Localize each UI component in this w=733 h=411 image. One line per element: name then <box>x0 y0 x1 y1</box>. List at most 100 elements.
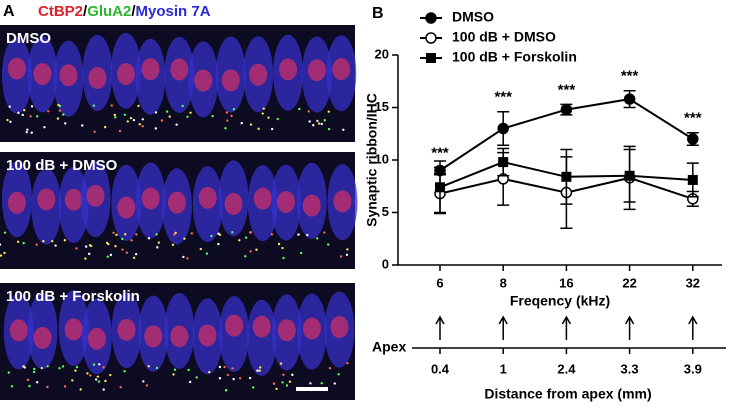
legend-label: 100 dB + Forskolin <box>452 49 577 65</box>
synapse-dot <box>102 366 105 369</box>
image-label: DMSO <box>6 30 51 47</box>
distance-label: 3.3 <box>621 361 639 376</box>
synapse-dot <box>156 246 159 249</box>
nucleus <box>116 62 135 85</box>
nucleus <box>252 315 271 338</box>
synapse-dot <box>307 110 310 113</box>
synapse-dot <box>218 377 222 380</box>
synapse-dot <box>22 241 25 245</box>
synapse-dot <box>92 363 96 366</box>
nucleus <box>277 319 296 342</box>
synapse-dot <box>346 361 349 365</box>
y-tick-label: 10 <box>375 151 389 166</box>
legend-marker <box>426 53 436 63</box>
nucleus <box>7 191 26 214</box>
synapse-dot <box>57 103 60 107</box>
micrograph: DMSO <box>0 25 357 142</box>
synapse-dot <box>3 251 6 255</box>
distance-label: 0.4 <box>431 361 450 376</box>
synapse-dot <box>327 110 331 113</box>
synapse-dot <box>0 243 2 246</box>
nucleus <box>307 59 326 82</box>
synapse-dot <box>130 239 133 242</box>
synapse-dot <box>225 111 229 114</box>
synapse-dot <box>56 117 60 120</box>
synapse-dot <box>121 248 124 251</box>
synapse-dot <box>244 236 248 239</box>
synapse-dot <box>86 372 89 375</box>
nucleus <box>253 187 272 210</box>
nucleus <box>198 186 217 209</box>
synapse-dot <box>155 233 158 236</box>
synapse-dot <box>172 373 175 376</box>
synapse-dot <box>175 123 178 126</box>
data-point <box>561 171 572 182</box>
synapse-dot <box>74 369 77 372</box>
nucleus <box>86 184 105 207</box>
synapse-dot <box>54 244 57 247</box>
x-axis-label: Freqency (kHz) <box>510 293 610 309</box>
synapse-dot <box>171 243 175 247</box>
synapse-dot <box>58 109 62 112</box>
scale-bar <box>296 387 328 391</box>
synapse-dot <box>226 119 229 122</box>
synapse-dot <box>121 237 124 241</box>
synapse-dot <box>51 240 54 243</box>
synapse-dot <box>240 121 243 125</box>
y-tick-label: 0 <box>382 256 389 271</box>
synapse-dot <box>42 239 45 243</box>
synapse-dot <box>81 124 84 127</box>
synapse-dot <box>181 104 184 108</box>
synapse-dot <box>141 118 144 121</box>
nucleus <box>64 318 83 341</box>
synapse-dot <box>186 115 189 119</box>
synapse-dot <box>102 388 105 391</box>
y-axis-label: Synaptic ribbon/IHC <box>364 93 380 227</box>
synapse-dot <box>183 237 186 240</box>
synapse-dot <box>345 253 349 257</box>
nucleus <box>302 194 321 217</box>
synapse-dot <box>94 378 98 381</box>
synapse-dot <box>110 104 113 107</box>
synapse-dot <box>309 382 312 385</box>
micrograph: 100 dB + DMSO <box>0 152 358 269</box>
data-point <box>497 122 509 135</box>
nucleus <box>224 192 243 215</box>
nucleus <box>9 319 28 342</box>
synapse-dot <box>35 381 39 384</box>
synapse-dot <box>262 107 265 110</box>
synapse-dot <box>17 111 20 115</box>
synapse-dot <box>10 385 14 388</box>
data-point <box>687 174 698 185</box>
nucleus <box>87 327 106 350</box>
title-part: / <box>131 3 136 20</box>
synapse-dot <box>9 120 12 124</box>
synapse-dot <box>155 366 159 370</box>
chart: 0 5 10 15 20 6 8 16 22 32 Freqency (kHz) Synaptic r… <box>364 9 726 402</box>
synapse-dot <box>173 233 176 236</box>
micrograph: 100 dB + Forskolin <box>0 283 355 400</box>
arrow <box>688 315 698 340</box>
synapse-dot <box>71 379 74 382</box>
synapse-dot <box>63 239 67 242</box>
nucleus <box>330 316 349 339</box>
nucleus <box>64 188 83 211</box>
synapse-dot <box>3 231 7 234</box>
synapse-dot <box>232 108 236 111</box>
synapse-dot <box>114 244 117 248</box>
synapse-dot <box>312 124 315 127</box>
synapse-dot <box>84 257 87 260</box>
nucleus <box>117 196 136 219</box>
synapse-dot <box>189 111 192 115</box>
distance-label: 2.4 <box>557 361 576 376</box>
x-tick-label: 8 <box>500 275 507 290</box>
synapse-dot <box>36 115 39 118</box>
synapse-dot <box>119 385 122 389</box>
synapse-dot <box>282 373 285 376</box>
title-part: / <box>83 3 88 20</box>
synapse-dot <box>103 125 107 129</box>
synapse-dot <box>277 242 281 246</box>
synapse-dot <box>93 130 96 133</box>
synapse-dot <box>61 365 65 368</box>
synapse-dot <box>320 122 323 126</box>
